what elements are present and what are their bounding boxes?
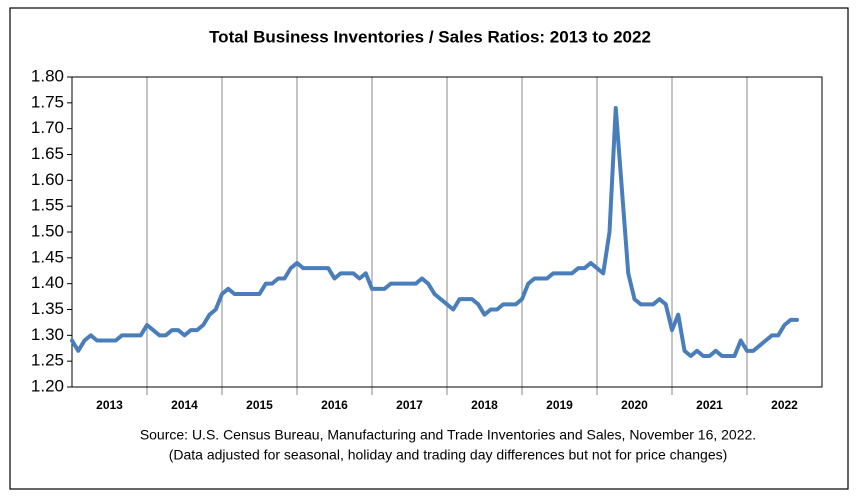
x-tick-label: 2020 [621,398,648,412]
source-note: Source: U.S. Census Bureau, Manufacturin… [140,427,756,443]
y-tick-label: 1.80 [31,66,64,85]
y-tick-label: 1.75 [31,92,64,111]
x-tick-label: 2017 [396,398,423,412]
y-tick-label: 1.25 [31,351,64,370]
y-tick-label: 1.55 [31,196,64,215]
x-tick-label: 2018 [471,398,498,412]
plot-border [71,76,823,388]
adjustment-note: (Data adjusted for seasonal, holiday and… [169,447,728,463]
chart-frame [9,7,849,490]
y-tick-label: 1.30 [31,325,64,344]
series-line [70,106,799,358]
y-tick-label: 1.50 [31,221,64,240]
x-tick-label: 2013 [96,398,123,412]
y-tick-label: 1.45 [31,247,64,266]
y-tick-label: 1.35 [31,299,64,318]
x-tick-label: 2015 [246,398,273,412]
chart-title: Total Business Inventories / Sales Ratio… [209,27,651,46]
x-tick-label: 2021 [696,398,723,412]
y-tick-label: 1.20 [31,376,64,395]
y-tick-label: 1.70 [31,118,64,137]
x-tick-label: 2016 [321,398,348,412]
x-tick-label: 2014 [171,398,198,412]
y-tick-label: 1.60 [31,170,64,189]
y-tick-label: 1.65 [31,144,64,163]
x-tick-label: 2019 [546,398,573,412]
y-tick-label: 1.40 [31,273,64,292]
x-tick-label: 2022 [771,398,798,412]
